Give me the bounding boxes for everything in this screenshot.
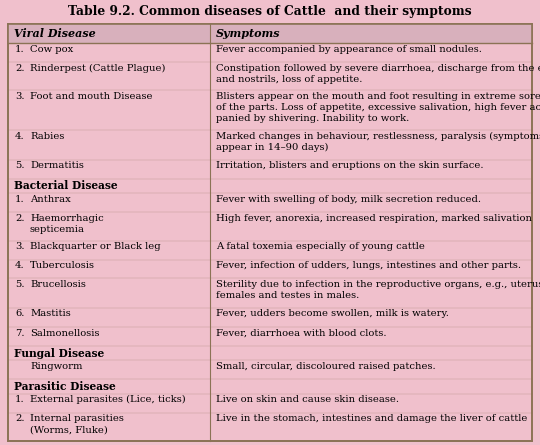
Text: Rinderpest (Cattle Plague): Rinderpest (Cattle Plague) (30, 64, 165, 73)
Text: Live on skin and cause skin disease.: Live on skin and cause skin disease. (216, 395, 399, 404)
Text: 3.: 3. (15, 242, 24, 251)
Text: 1.: 1. (15, 194, 25, 203)
Text: External parasites (Lice, ticks): External parasites (Lice, ticks) (30, 395, 186, 404)
Text: Fever, infection of udders, lungs, intestines and other parts.: Fever, infection of udders, lungs, intes… (216, 261, 521, 270)
Text: Haemorrhagic: Haemorrhagic (30, 214, 104, 222)
Text: Blackquarter or Black leg: Blackquarter or Black leg (30, 242, 160, 251)
Text: Cow pox: Cow pox (30, 44, 73, 53)
Text: of the parts. Loss of appetite, excessive salivation, high fever accom-: of the parts. Loss of appetite, excessiv… (216, 103, 540, 112)
Text: A fatal toxemia especially of young cattle: A fatal toxemia especially of young catt… (216, 242, 424, 251)
Bar (8, 24, 532, 43)
Text: Rabies: Rabies (30, 132, 64, 141)
Text: 2.: 2. (15, 414, 24, 423)
Text: 1.: 1. (15, 44, 25, 53)
Text: Sterility due to infection in the reproductive organs, e.g., uterus in: Sterility due to infection in the reprod… (216, 280, 540, 289)
Text: Bacterial Disease: Bacterial Disease (14, 181, 118, 191)
Text: High fever, anorexia, increased respiration, marked salivation: High fever, anorexia, increased respirat… (216, 214, 532, 222)
Text: Salmonellosis: Salmonellosis (30, 328, 99, 338)
Text: Internal parasities: Internal parasities (30, 414, 124, 423)
Text: Parasitic Disease: Parasitic Disease (14, 381, 116, 392)
Text: Blisters appear on the mouth and foot resulting in extreme soreness: Blisters appear on the mouth and foot re… (216, 92, 540, 101)
Text: 5.: 5. (15, 162, 24, 170)
Text: Ringworm: Ringworm (30, 362, 83, 371)
Text: Live in the stomach, intestines and damage the liver of cattle: Live in the stomach, intestines and dama… (216, 414, 527, 423)
Text: and nostrils, loss of appetite.: and nostrils, loss of appetite. (216, 75, 362, 84)
Text: septicemia: septicemia (30, 225, 85, 234)
Text: Constipation followed by severe diarrhoea, discharge from the eyes: Constipation followed by severe diarrhoe… (216, 64, 540, 73)
Text: Brucellosis: Brucellosis (30, 280, 86, 289)
Text: Marked changes in behaviour, restlessness, paralysis (symptoms: Marked changes in behaviour, restlessnes… (216, 132, 540, 141)
Text: Fever accompanied by appearance of small nodules.: Fever accompanied by appearance of small… (216, 44, 482, 53)
Text: 6.: 6. (15, 309, 24, 319)
Text: 2.: 2. (15, 214, 24, 222)
Text: 1.: 1. (15, 395, 25, 404)
Text: panied by shivering. Inability to work.: panied by shivering. Inability to work. (216, 114, 409, 123)
Text: Fever, diarrhoea with blood clots.: Fever, diarrhoea with blood clots. (216, 328, 386, 338)
Text: Fever with swelling of body, milk secretion reduced.: Fever with swelling of body, milk secret… (216, 194, 481, 203)
Text: Fungal Disease: Fungal Disease (14, 348, 104, 359)
Text: Dermatitis: Dermatitis (30, 162, 84, 170)
Text: Symptoms: Symptoms (216, 28, 280, 39)
Text: 2.: 2. (15, 64, 24, 73)
Text: Small, circular, discoloured raised patches.: Small, circular, discoloured raised patc… (216, 362, 435, 371)
Text: Fever, udders become swollen, milk is watery.: Fever, udders become swollen, milk is wa… (216, 309, 449, 319)
Text: 7.: 7. (15, 328, 24, 338)
Text: Mastitis: Mastitis (30, 309, 71, 319)
Text: females and testes in males.: females and testes in males. (216, 291, 359, 300)
Text: Irritation, blisters and eruptions on the skin surface.: Irritation, blisters and eruptions on th… (216, 162, 483, 170)
Text: (Worms, Fluke): (Worms, Fluke) (30, 425, 108, 434)
Text: Viral Disease: Viral Disease (14, 28, 96, 39)
Text: 4.: 4. (15, 261, 25, 270)
Text: 4.: 4. (15, 132, 25, 141)
Text: Table 9.2. Common diseases of Cattle  and their symptoms: Table 9.2. Common diseases of Cattle and… (68, 4, 472, 17)
Text: appear in 14–90 days): appear in 14–90 days) (216, 143, 328, 152)
Text: Anthrax: Anthrax (30, 194, 71, 203)
Text: Foot and mouth Disease: Foot and mouth Disease (30, 92, 152, 101)
Text: 5.: 5. (15, 280, 24, 289)
Text: Tuberculosis: Tuberculosis (30, 261, 95, 270)
Text: 3.: 3. (15, 92, 24, 101)
